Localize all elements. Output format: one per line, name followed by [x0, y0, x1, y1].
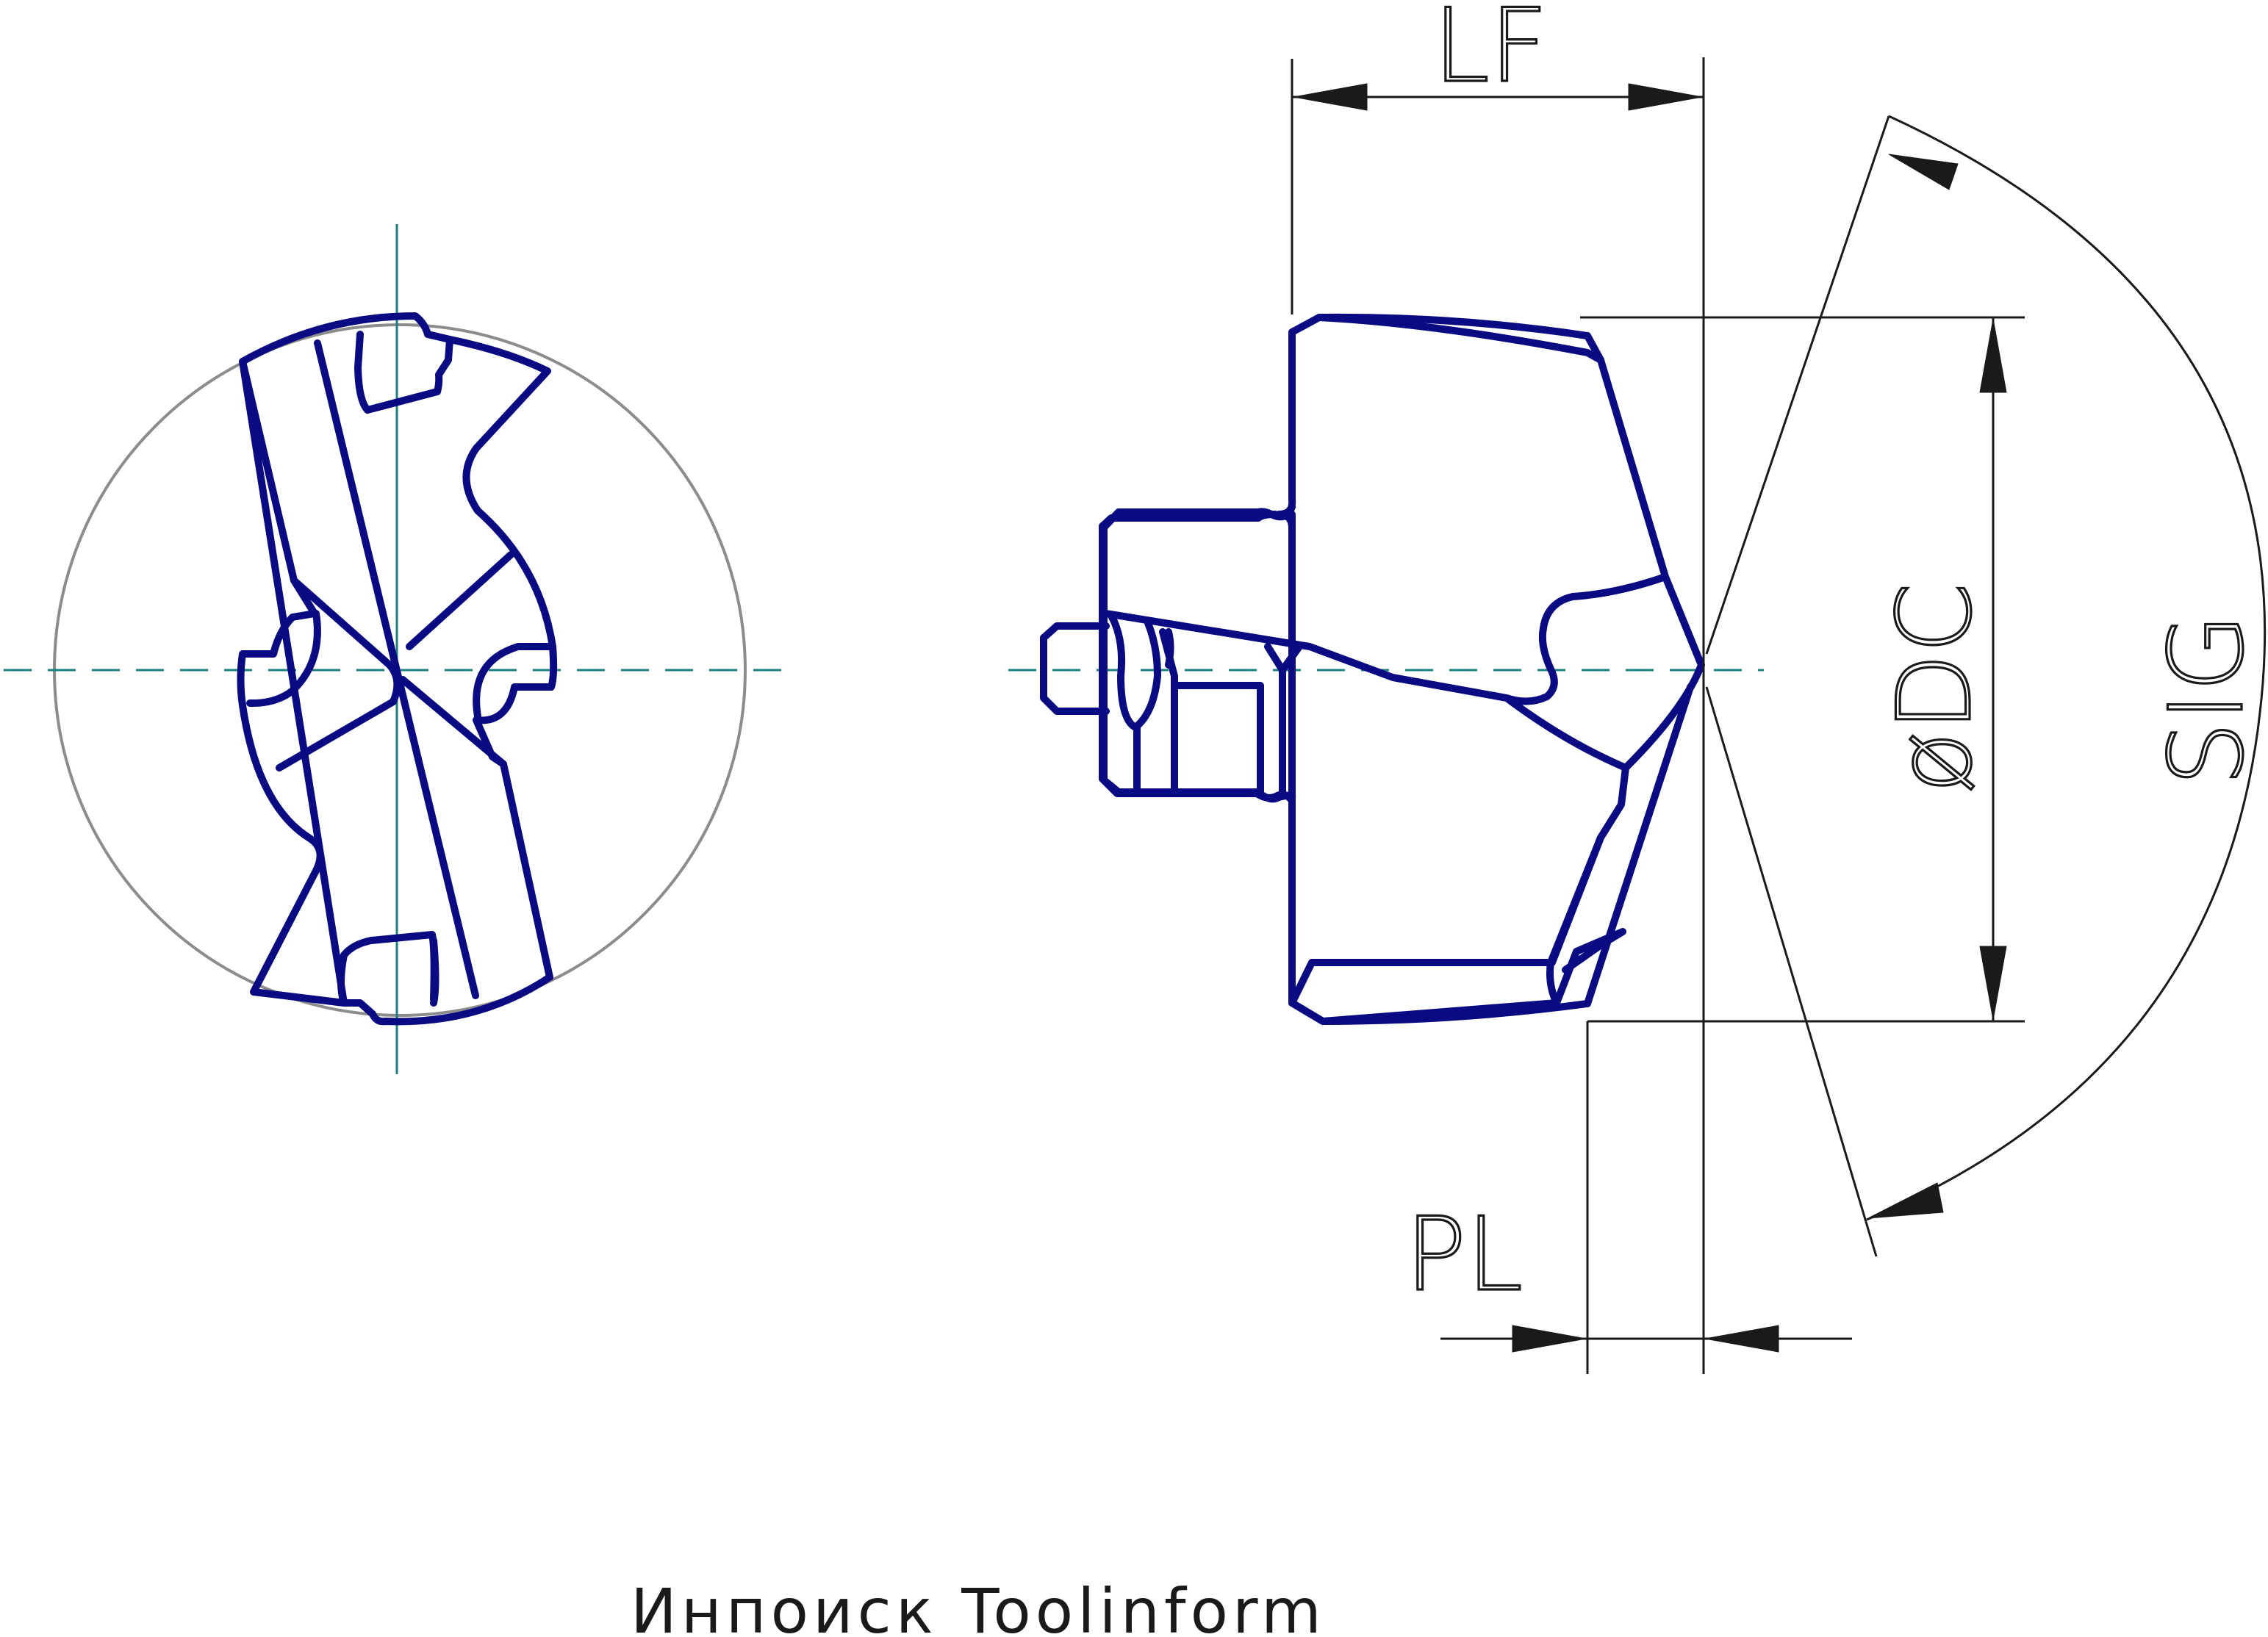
side-view-cutting-lip — [1102, 573, 1669, 1007]
side-view-tenon — [1040, 622, 1110, 715]
end-view-chisel-lines — [246, 551, 556, 1007]
sig-arc — [1866, 115, 2267, 1221]
side-view — [1008, 313, 1764, 1025]
watermark-caption: Инпоиск Toolinform — [631, 1575, 1326, 1637]
side-view-bottom-flat — [1288, 683, 1694, 1025]
dimensions: LF øDC SIG PL — [1291, 0, 2267, 1374]
sig-arrow-top — [1888, 154, 1959, 190]
pl-arrow-right — [1704, 1325, 1779, 1353]
pl-arrow-left — [1512, 1325, 1587, 1353]
pl-label: PL — [1405, 1195, 1523, 1314]
end-view-outer-contour — [237, 312, 558, 1026]
sig-arrow-bottom — [1867, 1182, 1944, 1219]
dc-arrow-top — [1979, 318, 2007, 393]
lf-label: LF — [1433, 0, 1548, 105]
end-view — [4, 224, 794, 1074]
sig-label: SIG — [2147, 614, 2266, 786]
dc-label: øDC — [1876, 583, 1994, 794]
end-view-top-pocket — [354, 331, 453, 414]
lf-arrow-right — [1628, 83, 1703, 111]
side-view-flute-lines — [1108, 612, 1303, 796]
lf-arrow-left — [1293, 83, 1368, 111]
dc-arrow-bottom — [1979, 946, 2007, 1021]
side-view-top-flank — [1316, 314, 1604, 364]
